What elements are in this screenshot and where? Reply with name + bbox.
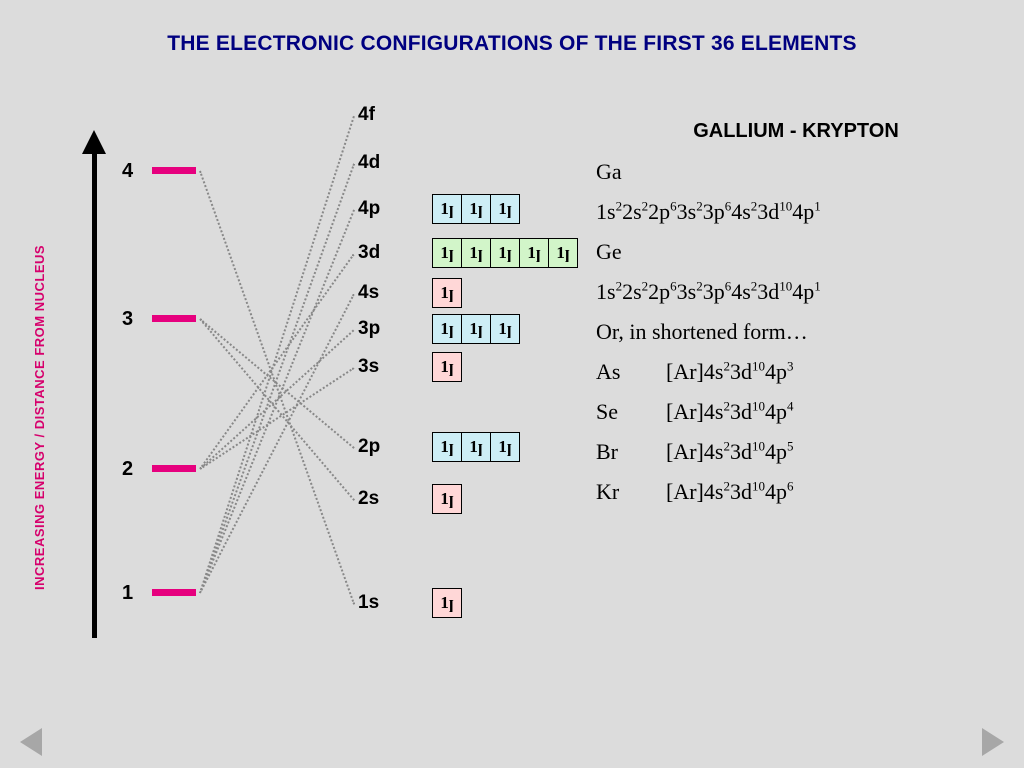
electron-box: 1l [461,432,491,462]
orbital-box-row: 1l1l1l [432,314,519,344]
level-bar [152,465,196,472]
orbital-label: 2p [358,436,380,458]
orbital-label: 4s [358,282,379,304]
orbital-box-row: 1l1l1l [432,432,519,462]
electron-box: 1l [432,432,462,462]
config-short: Kr[Ar]4s23d104p6 [596,481,996,503]
electron-box: 1l [432,484,462,514]
orbital-box-row: 1l [432,484,461,514]
axis-label: INCREASING ENERGY / DISTANCE FROM NUCLEU… [32,245,47,590]
electron-box: 1l [432,278,462,308]
prev-slide-button[interactable] [20,728,42,756]
config-short: As[Ar]4s23d104p3 [596,361,996,383]
config-panel: GALLIUM - KRYPTON Ga 1s22s22p63s23p64s23d… [596,120,996,521]
page-title: THE ELECTRONIC CONFIGURATIONS OF THE FIR… [0,32,1024,56]
next-slide-button[interactable] [982,728,1004,756]
level-number: 2 [122,458,133,481]
orbital-box-row: 1l [432,352,461,382]
electron-box: 1l [548,238,578,268]
level-bar [152,589,196,596]
orbital-label: 2s [358,488,379,510]
orbital-label: 4p [358,198,380,220]
level-bar [152,315,196,322]
electron-box: 1l [432,352,462,382]
orbital-box-row: 1l [432,278,461,308]
electron-box: 1l [519,238,549,268]
electron-box: 1l [432,194,462,224]
connector-line [199,318,355,500]
config-full: 1s22s22p63s23p64s23d104p1 [596,201,996,223]
electron-box: 1l [432,238,462,268]
electron-box: 1l [461,238,491,268]
orbital-label: 1s [358,592,379,614]
orbital-label: 3s [358,356,379,378]
energy-arrow-stem [92,150,97,638]
config-full: 1s22s22p63s23p64s23d104p1 [596,281,996,303]
connector-line [199,116,355,594]
orbital-box-row: 1l [432,588,461,618]
orbital-label: 4d [358,152,380,174]
orbital-box-row: 1l1l1l [432,194,519,224]
orbital-label: 3p [358,318,380,340]
electron-box: 1l [490,432,520,462]
level-number: 1 [122,582,133,605]
electron-box: 1l [461,194,491,224]
orbital-label: 3d [358,242,380,264]
level-number: 4 [122,160,133,183]
short-form-intro: Or, in shortened form… [596,321,996,343]
electron-box: 1l [432,588,462,618]
connector-line [199,253,355,469]
config-short: Br[Ar]4s23d104p5 [596,441,996,463]
connector-line [199,210,355,594]
level-bar [152,167,196,174]
section-heading: GALLIUM - KRYPTON [596,120,996,143]
electron-box: 1l [490,238,520,268]
connector-line [199,164,355,594]
element-symbol: Ge [596,241,996,263]
element-symbol: Ga [596,161,996,183]
level-number: 3 [122,308,133,331]
energy-arrow-head [82,130,106,154]
config-short: Se[Ar]4s23d104p4 [596,401,996,423]
electron-box: 1l [432,314,462,344]
orbital-label: 4f [358,104,375,126]
electron-box: 1l [490,314,520,344]
electron-box: 1l [461,314,491,344]
electron-box: 1l [490,194,520,224]
orbital-box-row: 1l1l1l1l1l [432,238,577,268]
